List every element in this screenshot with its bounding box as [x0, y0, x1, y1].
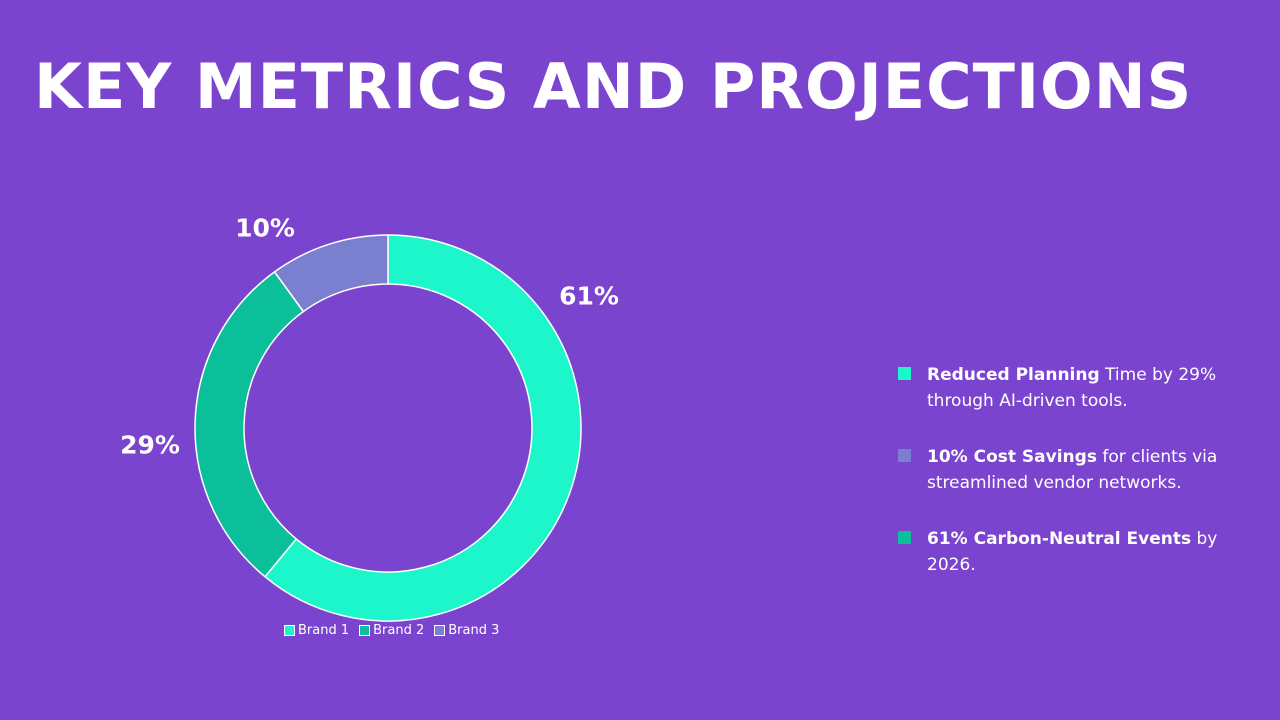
bullet-square-icon [898, 449, 911, 462]
legend-swatch [284, 625, 295, 636]
bullet-rest: Time by 29% through AI-driven tools. [927, 365, 1217, 411]
bullet-item: 10% Cost Savings for clients via streaml… [898, 444, 1218, 496]
bullet-bold: Reduced Planning [927, 365, 1100, 385]
bullet-rest: for clients via streamlined vendor netwo… [927, 447, 1218, 493]
key-metrics-list: Reduced Planning Time by 29% through AI-… [898, 362, 1218, 608]
legend-item-brand-2: Brand 2 [359, 623, 424, 638]
bullet-text: Reduced Planning Time by 29% through AI-… [927, 362, 1218, 414]
legend-label: Brand 1 [298, 623, 350, 638]
bullet-item: 61% Carbon-Neutral Events by 2026. [898, 526, 1218, 578]
donut-slice-brand-1 [263, 234, 582, 622]
bullet-bold: 10% Cost Savings [927, 447, 1097, 467]
bullet-bold: 61% Carbon-Neutral Events [927, 529, 1192, 549]
donut-slice-brand-2 [194, 270, 305, 578]
bullet-square-icon [898, 367, 911, 380]
data-label-brand-3: 10% [235, 213, 295, 243]
legend-label: Brand 2 [373, 623, 425, 638]
legend-item-brand-3: Brand 3 [434, 623, 499, 638]
bullet-text: 10% Cost Savings for clients via streaml… [927, 444, 1218, 496]
bullet-rest: by 2026. [927, 529, 1218, 575]
donut-slice-brand-3 [273, 234, 389, 313]
data-label-brand-1: 61% [559, 281, 619, 311]
legend-item-brand-1: Brand 1 [284, 623, 349, 638]
chart-legend: Brand 1 Brand 2 Brand 3 [284, 623, 499, 638]
bullet-item: Reduced Planning Time by 29% through AI-… [898, 362, 1218, 414]
data-label-brand-2: 29% [120, 430, 180, 460]
bullet-text: 61% Carbon-Neutral Events by 2026. [927, 526, 1218, 578]
legend-label: Brand 3 [448, 623, 500, 638]
legend-swatch [359, 625, 371, 636]
legend-swatch [434, 625, 446, 636]
page-title: KEY METRICS AND PROJECTIONS [34, 50, 1193, 123]
bullet-square-icon [898, 531, 911, 544]
